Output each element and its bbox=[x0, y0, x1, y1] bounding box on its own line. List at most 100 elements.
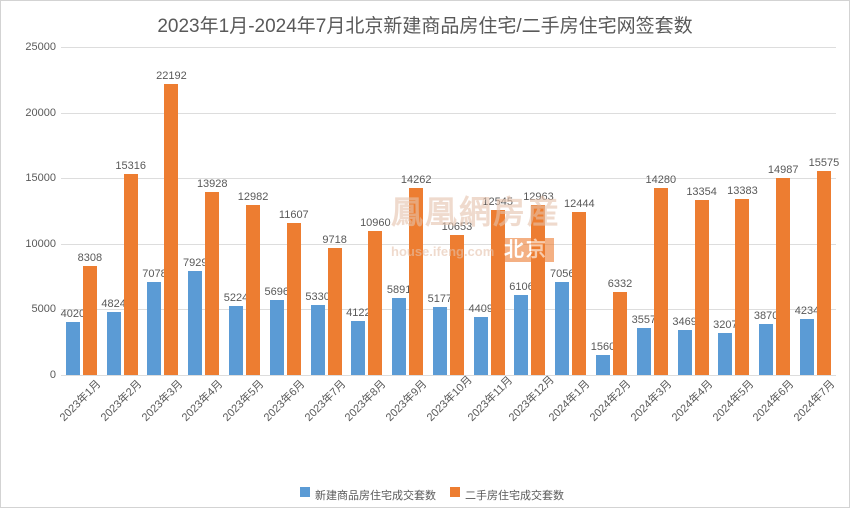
x-tick-label: 2024年3月 bbox=[627, 384, 667, 424]
chart-container: 2023年1月-2024年7月北京新建商品房住宅/二手房住宅网签套数 05000… bbox=[0, 0, 850, 508]
bar-s2: 15575 bbox=[817, 171, 831, 375]
bar-s1: 3207 bbox=[718, 333, 732, 375]
bar-value-label: 12545 bbox=[482, 196, 513, 208]
x-tick-label: 2023年4月 bbox=[178, 384, 218, 424]
x-tick-label: 2024年4月 bbox=[667, 384, 707, 424]
x-axis-labels: 2023年1月2023年2月2023年3月2023年4月2023年5月2023年… bbox=[61, 379, 836, 395]
x-tick-label: 2024年5月 bbox=[708, 384, 748, 424]
x-tick-label: 2023年9月 bbox=[382, 384, 422, 424]
bar-s2: 12963 bbox=[531, 205, 545, 375]
bar-s2: 13354 bbox=[695, 200, 709, 375]
y-tick-label: 5000 bbox=[11, 303, 56, 315]
legend-swatch-1 bbox=[300, 487, 310, 497]
bar-s2: 14262 bbox=[409, 188, 423, 375]
x-tick-label: 2023年3月 bbox=[137, 384, 177, 424]
bar-s1: 4234 bbox=[800, 319, 814, 375]
bar-s2: 8308 bbox=[83, 266, 97, 375]
x-tick-label: 2024年6月 bbox=[749, 384, 789, 424]
x-tick-label: 2023年8月 bbox=[341, 384, 381, 424]
bar-value-label: 4020 bbox=[61, 308, 85, 320]
x-tick-label: 2024年7月 bbox=[790, 384, 830, 424]
x-tick-label: 2023年1月 bbox=[56, 384, 96, 424]
bar-s2: 11607 bbox=[287, 223, 301, 375]
bar-s2: 14280 bbox=[654, 188, 668, 375]
bar-s1: 4020 bbox=[66, 322, 80, 375]
bar-group: 355714280 bbox=[632, 47, 673, 375]
y-tick-label: 0 bbox=[11, 369, 56, 381]
bar-s1: 5330 bbox=[311, 305, 325, 375]
bar-value-label: 14280 bbox=[646, 174, 677, 186]
bar-value-label: 3870 bbox=[754, 310, 778, 322]
bar-s1: 3870 bbox=[759, 324, 773, 375]
bar-group: 15606332 bbox=[591, 47, 632, 375]
plot-area: 0500010000150002000025000 40208308482415… bbox=[61, 47, 836, 375]
x-tick-label: 2023年2月 bbox=[96, 384, 136, 424]
bar-s2: 6332 bbox=[613, 292, 627, 375]
bar-value-label: 13354 bbox=[686, 186, 717, 198]
bar-s1: 7078 bbox=[147, 282, 161, 375]
bar-s2: 13928 bbox=[205, 192, 219, 375]
bar-value-label: 14987 bbox=[768, 164, 799, 176]
bar-value-label: 12963 bbox=[523, 191, 554, 203]
bar-groups: 4020830848241531670782219279291392852241… bbox=[61, 47, 836, 375]
bar-value-label: 3207 bbox=[713, 319, 737, 331]
x-tick-label: 2024年2月 bbox=[586, 384, 626, 424]
bar-group: 423415575 bbox=[795, 47, 836, 375]
bar-s1: 5696 bbox=[270, 300, 284, 375]
bar-group: 320713383 bbox=[714, 47, 755, 375]
y-tick-label: 20000 bbox=[11, 107, 56, 119]
bar-value-label: 4234 bbox=[795, 305, 819, 317]
legend-label-2: 二手房住宅成交套数 bbox=[465, 487, 564, 503]
bar-s1: 5224 bbox=[229, 306, 243, 375]
bar-group: 346913354 bbox=[673, 47, 714, 375]
bar-value-label: 15316 bbox=[115, 160, 146, 172]
bar-value-label: 10653 bbox=[442, 221, 473, 233]
bar-s1: 3469 bbox=[678, 330, 692, 376]
x-tick-label: 2023年6月 bbox=[260, 384, 300, 424]
bar-s2: 10960 bbox=[368, 231, 382, 375]
bar-value-label: 5224 bbox=[224, 292, 248, 304]
x-tick-label: 2024年1月 bbox=[545, 384, 585, 424]
y-tick-label: 15000 bbox=[11, 172, 56, 184]
bar-group: 412210960 bbox=[346, 47, 387, 375]
bar-value-label: 3469 bbox=[672, 316, 696, 328]
bar-value-label: 4824 bbox=[101, 298, 125, 310]
legend: 新建商品房住宅成交套数 二手房住宅成交套数 bbox=[1, 487, 849, 503]
bar-s2: 15316 bbox=[124, 174, 138, 375]
bar-s1: 3557 bbox=[637, 328, 651, 375]
bar-value-label: 5177 bbox=[428, 293, 452, 305]
bar-value-label: 9718 bbox=[322, 234, 346, 246]
bar-value-label: 11607 bbox=[279, 209, 309, 221]
bar-group: 517710653 bbox=[428, 47, 469, 375]
bar-s2: 13383 bbox=[735, 199, 749, 375]
bar-s1: 4409 bbox=[474, 317, 488, 375]
bar-s1: 7056 bbox=[555, 282, 569, 375]
y-tick-label: 10000 bbox=[11, 238, 56, 250]
bar-group: 522412982 bbox=[224, 47, 265, 375]
bar-s1: 7929 bbox=[188, 271, 202, 375]
bar-group: 53309718 bbox=[306, 47, 347, 375]
bar-group: 387014987 bbox=[754, 47, 795, 375]
bar-s1: 4824 bbox=[107, 312, 121, 375]
bar-value-label: 5696 bbox=[265, 286, 289, 298]
bar-s2: 14987 bbox=[776, 178, 790, 375]
bar-value-label: 12444 bbox=[564, 198, 595, 210]
bar-s2: 12545 bbox=[491, 210, 505, 375]
bar-s1: 4122 bbox=[351, 321, 365, 375]
bar-value-label: 4122 bbox=[346, 307, 370, 319]
bar-value-label: 13928 bbox=[197, 178, 228, 190]
bar-value-label: 1560 bbox=[591, 341, 615, 353]
x-tick-label: 2023年11月 bbox=[463, 384, 503, 424]
bar-value-label: 4409 bbox=[468, 303, 492, 315]
bar-value-label: 7078 bbox=[142, 268, 166, 280]
legend-label-1: 新建商品房住宅成交套数 bbox=[315, 487, 436, 503]
bar-s1: 5891 bbox=[392, 298, 406, 375]
bar-value-label: 3557 bbox=[632, 314, 656, 326]
bar-group: 440912545 bbox=[469, 47, 510, 375]
bar-value-label: 10960 bbox=[360, 217, 391, 229]
bar-value-label: 15575 bbox=[809, 157, 840, 169]
bar-group: 482415316 bbox=[102, 47, 143, 375]
bar-s2: 10653 bbox=[450, 235, 464, 375]
x-tick-label: 2023年5月 bbox=[219, 384, 259, 424]
bar-s2: 9718 bbox=[328, 248, 342, 376]
